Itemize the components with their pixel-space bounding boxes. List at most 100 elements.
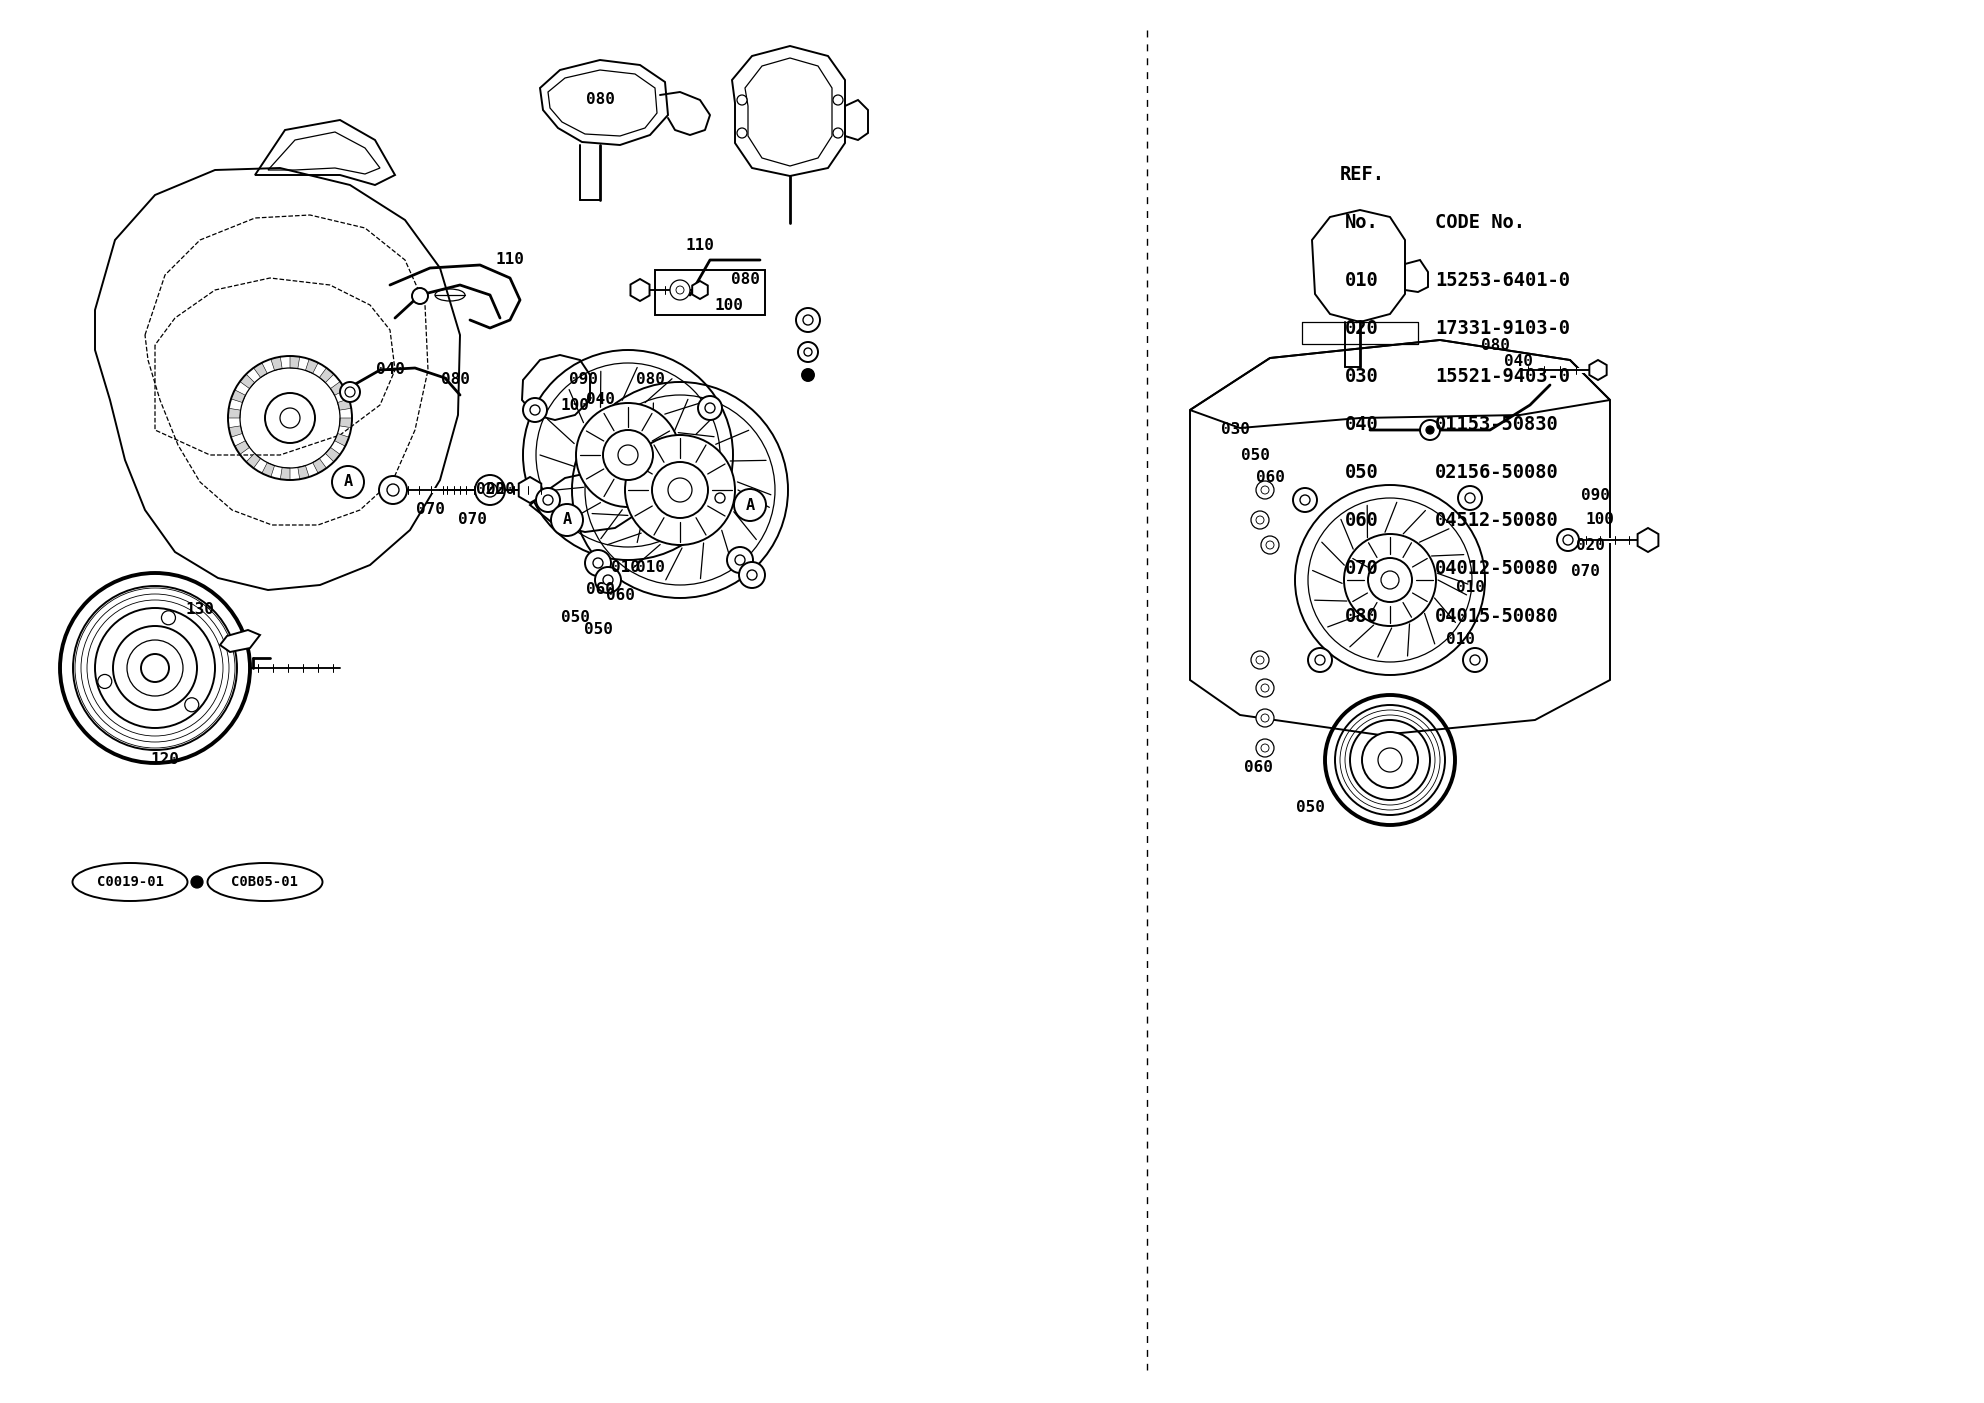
Circle shape (603, 429, 653, 480)
Polygon shape (262, 463, 274, 477)
Circle shape (738, 563, 766, 588)
Circle shape (736, 95, 748, 105)
Circle shape (708, 485, 732, 511)
Circle shape (585, 550, 611, 577)
Text: 070: 070 (415, 502, 444, 518)
Text: 120: 120 (151, 752, 179, 767)
Circle shape (1256, 739, 1274, 758)
Circle shape (625, 435, 734, 544)
Polygon shape (246, 453, 260, 469)
Text: REF.: REF. (1339, 166, 1385, 184)
Text: 100: 100 (561, 397, 589, 412)
Text: A: A (561, 512, 571, 528)
Circle shape (524, 398, 548, 422)
Circle shape (1458, 485, 1482, 511)
Text: CODE No.: CODE No. (1434, 213, 1526, 231)
Text: 040: 040 (585, 393, 615, 407)
Circle shape (734, 490, 766, 521)
Text: 020: 020 (486, 483, 514, 498)
Polygon shape (692, 281, 708, 299)
Polygon shape (1637, 528, 1659, 551)
Text: 17331-9103-0: 17331-9103-0 (1434, 318, 1569, 338)
Text: 04015-50080: 04015-50080 (1434, 606, 1559, 626)
Circle shape (552, 504, 583, 536)
Text: 050: 050 (1296, 801, 1325, 815)
Polygon shape (631, 279, 649, 302)
Circle shape (698, 396, 722, 419)
Circle shape (1262, 536, 1280, 554)
Circle shape (595, 567, 621, 593)
Circle shape (474, 476, 506, 505)
Text: 04012-50080: 04012-50080 (1434, 558, 1559, 578)
Text: 080: 080 (1345, 606, 1379, 626)
Circle shape (331, 466, 363, 498)
Polygon shape (313, 459, 327, 473)
Circle shape (1343, 535, 1436, 626)
Text: 060: 060 (1345, 511, 1379, 529)
Text: No.: No. (1345, 213, 1379, 231)
Circle shape (1557, 529, 1579, 551)
Circle shape (97, 675, 111, 689)
Text: 030: 030 (1345, 366, 1379, 386)
Text: 040: 040 (1504, 355, 1532, 369)
Circle shape (339, 382, 359, 403)
Circle shape (802, 369, 813, 382)
Text: 070: 070 (458, 512, 486, 528)
Circle shape (1421, 419, 1440, 441)
Polygon shape (331, 382, 345, 396)
Polygon shape (298, 466, 310, 480)
Polygon shape (335, 434, 349, 446)
Circle shape (653, 462, 708, 518)
Polygon shape (228, 408, 240, 418)
Circle shape (1252, 651, 1270, 669)
Polygon shape (234, 441, 250, 455)
Polygon shape (228, 427, 242, 438)
Circle shape (1307, 648, 1331, 672)
Circle shape (1361, 732, 1419, 788)
Text: 080: 080 (635, 373, 665, 387)
Text: 010: 010 (1456, 581, 1484, 595)
Polygon shape (1589, 361, 1607, 380)
Circle shape (1369, 558, 1413, 602)
Text: A: A (746, 498, 754, 512)
Polygon shape (518, 477, 542, 504)
Circle shape (379, 476, 407, 504)
Circle shape (726, 547, 754, 572)
Circle shape (1294, 488, 1317, 512)
Circle shape (833, 128, 843, 137)
Polygon shape (339, 418, 351, 428)
Text: 100: 100 (1585, 512, 1615, 528)
Text: 15253-6401-0: 15253-6401-0 (1434, 271, 1569, 289)
Polygon shape (240, 375, 254, 389)
Text: 130: 130 (186, 602, 214, 617)
Text: 080: 080 (585, 93, 615, 108)
Text: 080: 080 (730, 272, 760, 288)
Text: 040: 040 (1345, 415, 1379, 434)
Circle shape (1252, 511, 1270, 529)
Text: 100: 100 (714, 297, 742, 313)
Polygon shape (220, 630, 260, 652)
Text: A: A (343, 474, 353, 490)
Polygon shape (306, 359, 317, 373)
Text: 050: 050 (583, 623, 613, 637)
Text: 080: 080 (1480, 338, 1510, 352)
Text: 110: 110 (686, 237, 714, 253)
Text: 060: 060 (585, 582, 615, 598)
Text: 030: 030 (1220, 422, 1250, 438)
Text: 070: 070 (1345, 558, 1379, 578)
Text: 010: 010 (1446, 633, 1474, 648)
Text: 050: 050 (1345, 463, 1379, 481)
Circle shape (1426, 427, 1434, 434)
Circle shape (1462, 648, 1486, 672)
Text: C0B05-01: C0B05-01 (232, 875, 298, 890)
Text: 050: 050 (561, 610, 589, 626)
Text: 110: 110 (496, 253, 524, 268)
Polygon shape (254, 363, 268, 377)
Circle shape (113, 626, 196, 710)
Circle shape (413, 288, 429, 304)
Text: 070: 070 (1571, 564, 1599, 579)
Text: C0019-01: C0019-01 (97, 875, 163, 890)
Text: 060: 060 (1256, 470, 1284, 485)
Circle shape (1256, 709, 1274, 727)
Circle shape (161, 610, 175, 624)
